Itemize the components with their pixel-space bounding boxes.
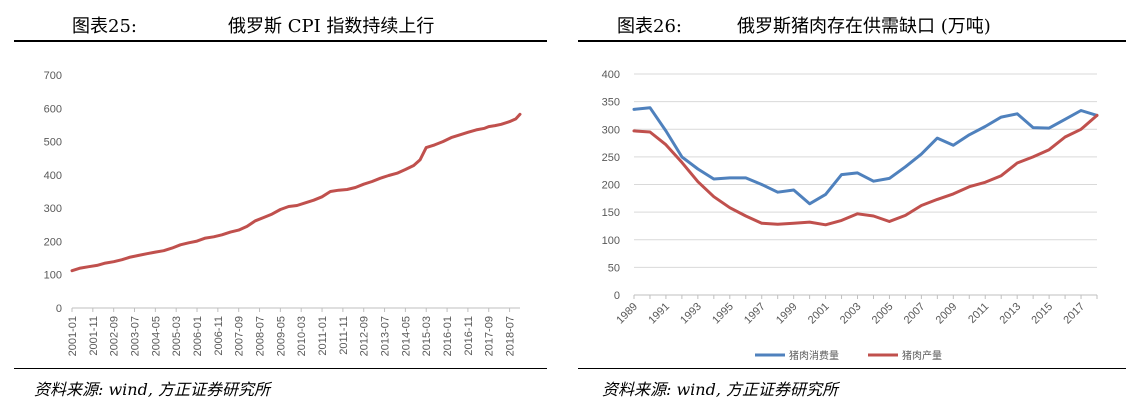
x-tick-label: 2009 bbox=[934, 301, 960, 327]
y-tick-label: 500 bbox=[44, 137, 62, 149]
x-tick-label: 2001-11 bbox=[88, 316, 100, 356]
x-tick-label: 2009-05 bbox=[275, 316, 287, 356]
figure-25-title: 俄罗斯 CPI 指数持续上行 bbox=[228, 16, 435, 37]
x-tick-label: 2018-07 bbox=[505, 316, 517, 356]
x-tick-label: 2006-11 bbox=[213, 316, 225, 356]
y-tick-label: 700 bbox=[44, 70, 62, 82]
x-tick-label: 2003 bbox=[838, 301, 864, 327]
y-tick-label: 300 bbox=[44, 203, 62, 215]
figure-26-bottom-rule bbox=[578, 368, 1126, 369]
figure-25-top-rule bbox=[14, 40, 547, 42]
pork-consumption-line bbox=[632, 106, 1099, 206]
x-tick-label: 2013 bbox=[997, 301, 1023, 327]
legend-label: 猪肉产量 bbox=[902, 349, 942, 362]
y-tick-label: 100 bbox=[602, 235, 620, 247]
x-tick-label: 1999 bbox=[774, 301, 800, 327]
chart-legend: 猪肉消费量 猪肉产量 bbox=[755, 349, 942, 362]
x-tick-label: 2004-05 bbox=[150, 316, 162, 356]
x-tick-label: 1989 bbox=[614, 301, 640, 327]
cpi-index-line bbox=[70, 112, 522, 273]
y-tick-label: 0 bbox=[56, 303, 62, 315]
x-tick-label: 2006-01 bbox=[192, 316, 204, 356]
figure-25-source: 资料来源: wind, 方正证券研究所 bbox=[34, 380, 271, 399]
x-tick-label: 1993 bbox=[678, 301, 704, 327]
legend-item-production: 猪肉产量 bbox=[868, 349, 942, 362]
figure-26-label: 图表26: bbox=[617, 16, 682, 37]
x-tick-label: 1997 bbox=[742, 301, 768, 327]
x-tick-label: 2013-07 bbox=[380, 316, 392, 356]
figure-25-panel: 图表25: 俄罗斯 CPI 指数持续上行 0 100 200 300 400 500 600… bbox=[0, 0, 555, 408]
x-tick-label: 1991 bbox=[646, 301, 672, 327]
y-tick-label: 300 bbox=[602, 124, 620, 136]
figure-26-top-rule bbox=[578, 40, 1126, 42]
x-tick-label: 2016-11 bbox=[463, 316, 475, 356]
pork-production-line bbox=[632, 113, 1099, 227]
y-tick-label: 400 bbox=[44, 170, 62, 182]
x-tick-label: 2003-07 bbox=[130, 316, 142, 356]
y-tick-label: 0 bbox=[614, 290, 620, 302]
x-tick-label: 2011-11 bbox=[338, 316, 350, 355]
x-tick-label: 2005-03 bbox=[171, 316, 183, 356]
pork-supply-demand-chart: 0 50 100 150 200 250 300 350 400 1989 1991 1993 1995… bbox=[602, 69, 1099, 362]
figure-26-title-row: 图表26: 俄罗斯猪肉存在供需缺口 (万吨) bbox=[572, 12, 1126, 38]
figure-26-title: 俄罗斯猪肉存在供需缺口 (万吨) bbox=[737, 16, 991, 37]
x-tick-label: 2002-09 bbox=[109, 316, 121, 356]
x-tick-label: 2008-07 bbox=[255, 316, 267, 356]
figure-25-label: 图表25: bbox=[72, 16, 137, 37]
x-tick-label: 2001-01 bbox=[67, 316, 79, 356]
y-tick-label: 350 bbox=[602, 97, 620, 109]
legend-label: 猪肉消费量 bbox=[789, 349, 839, 362]
y-tick-label: 200 bbox=[44, 236, 62, 248]
figure-26-panel: 图表26: 俄罗斯猪肉存在供需缺口 (万吨) 0 50 100 150 200 250 30… bbox=[572, 0, 1126, 408]
y-tick-label: 400 bbox=[602, 69, 620, 81]
x-tick-label: 2011 bbox=[966, 301, 991, 326]
cpi-line-chart: 0 100 200 300 400 500 600 700 2001-01 2001-11 2002… bbox=[44, 70, 522, 356]
legend-item-consumption: 猪肉消费量 bbox=[755, 349, 839, 362]
x-tick-label: 2011-01 bbox=[317, 316, 329, 356]
x-tick-label: 2017 bbox=[1061, 301, 1087, 327]
x-tick-label: 1995 bbox=[710, 301, 736, 327]
figure-25-title-row: 图表25: 俄罗斯 CPI 指数持续上行 bbox=[0, 12, 555, 38]
y-tick-label: 100 bbox=[44, 270, 62, 282]
y-tick-label: 150 bbox=[602, 207, 620, 219]
x-tick-label: 2007-09 bbox=[234, 316, 246, 356]
x-tick-label: 2007 bbox=[902, 301, 928, 327]
x-tick-label: 2014-05 bbox=[400, 316, 412, 356]
x-tick-label: 2010-03 bbox=[296, 316, 308, 356]
x-tick-label: 2016-01 bbox=[442, 316, 454, 356]
x-tick-label: 2015 bbox=[1029, 301, 1055, 327]
figure-26-source: 资料来源: wind, 方正证券研究所 bbox=[602, 380, 839, 399]
y-tick-label: 600 bbox=[44, 103, 62, 115]
x-tick-label: 2001 bbox=[806, 301, 832, 327]
x-tick-label: 2015-03 bbox=[421, 316, 433, 356]
x-tick-label: 2017-09 bbox=[484, 316, 496, 356]
y-tick-label: 50 bbox=[608, 262, 620, 274]
y-tick-label: 200 bbox=[602, 180, 620, 192]
figure-25-bottom-rule bbox=[14, 368, 547, 369]
y-tick-label: 250 bbox=[602, 152, 620, 164]
x-tick-label: 2012-09 bbox=[359, 316, 371, 356]
x-tick-label: 2005 bbox=[870, 301, 896, 327]
